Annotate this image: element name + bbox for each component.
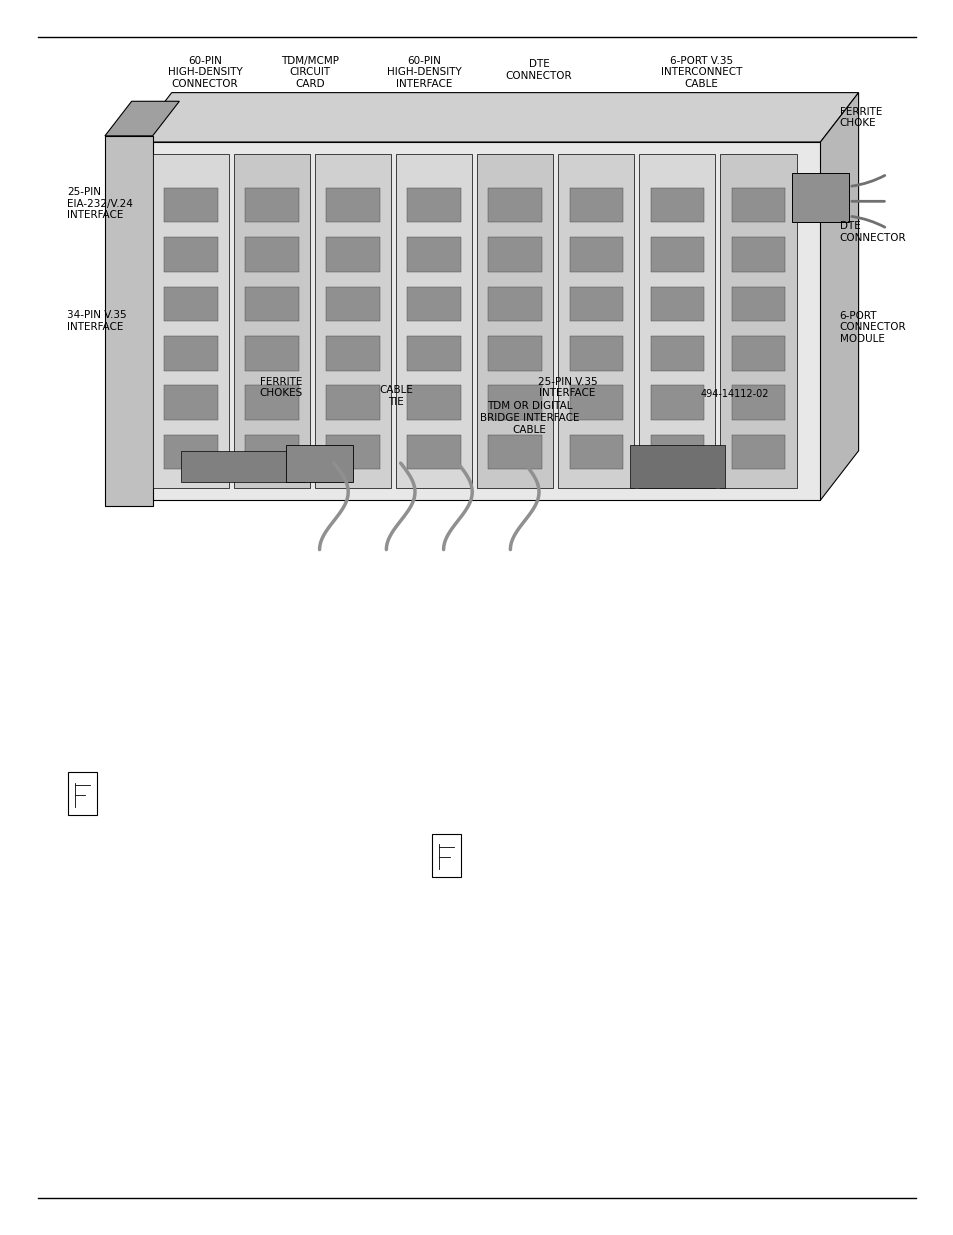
Polygon shape	[488, 237, 541, 272]
Polygon shape	[650, 237, 703, 272]
Polygon shape	[245, 188, 298, 222]
Polygon shape	[569, 385, 622, 420]
Polygon shape	[629, 445, 724, 488]
Polygon shape	[731, 385, 784, 420]
Polygon shape	[488, 435, 541, 469]
Text: FERRITE
CHOKES: FERRITE CHOKES	[259, 377, 303, 398]
Polygon shape	[720, 154, 796, 488]
FancyBboxPatch shape	[432, 834, 460, 877]
Polygon shape	[326, 435, 379, 469]
Polygon shape	[164, 385, 217, 420]
Polygon shape	[326, 336, 379, 370]
Polygon shape	[326, 385, 379, 420]
Polygon shape	[407, 287, 460, 321]
Text: TDM/MCMP
CIRCUIT
CARD: TDM/MCMP CIRCUIT CARD	[281, 56, 338, 89]
Polygon shape	[133, 93, 858, 142]
Polygon shape	[650, 188, 703, 222]
Polygon shape	[731, 435, 784, 469]
FancyBboxPatch shape	[68, 772, 96, 815]
Polygon shape	[488, 336, 541, 370]
Polygon shape	[245, 237, 298, 272]
Polygon shape	[133, 142, 820, 500]
Polygon shape	[569, 287, 622, 321]
Text: 6-PORT V.35
INTERCONNECT
CABLE: 6-PORT V.35 INTERCONNECT CABLE	[659, 56, 741, 89]
Polygon shape	[650, 336, 703, 370]
Polygon shape	[488, 188, 541, 222]
Polygon shape	[286, 445, 353, 482]
Polygon shape	[650, 287, 703, 321]
Polygon shape	[326, 188, 379, 222]
Polygon shape	[731, 287, 784, 321]
Text: DTE
CONNECTOR: DTE CONNECTOR	[505, 59, 572, 80]
Polygon shape	[164, 237, 217, 272]
Polygon shape	[820, 93, 858, 500]
Polygon shape	[407, 188, 460, 222]
Polygon shape	[407, 336, 460, 370]
Polygon shape	[731, 237, 784, 272]
Polygon shape	[476, 154, 553, 488]
Polygon shape	[407, 385, 460, 420]
Polygon shape	[407, 435, 460, 469]
Polygon shape	[164, 287, 217, 321]
Polygon shape	[314, 154, 391, 488]
Text: 25-PIN
EIA-232/V.24
INTERFACE: 25-PIN EIA-232/V.24 INTERFACE	[67, 188, 132, 220]
Polygon shape	[245, 287, 298, 321]
Polygon shape	[488, 287, 541, 321]
Text: 34-PIN V.35
INTERFACE: 34-PIN V.35 INTERFACE	[67, 310, 127, 332]
Polygon shape	[395, 154, 472, 488]
Text: CABLE
TIE: CABLE TIE	[378, 385, 413, 406]
Polygon shape	[233, 154, 310, 488]
Text: 25-PIN V.35
INTERFACE: 25-PIN V.35 INTERFACE	[537, 377, 597, 398]
Polygon shape	[731, 336, 784, 370]
Polygon shape	[569, 237, 622, 272]
Polygon shape	[164, 435, 217, 469]
Polygon shape	[105, 101, 179, 136]
Polygon shape	[105, 136, 152, 506]
Text: TDM OR DIGITAL
BRIDGE INTERFACE
CABLE: TDM OR DIGITAL BRIDGE INTERFACE CABLE	[479, 401, 578, 435]
Polygon shape	[164, 336, 217, 370]
Polygon shape	[791, 173, 848, 222]
Polygon shape	[326, 287, 379, 321]
Polygon shape	[245, 336, 298, 370]
Text: FERRITE
CHOKE: FERRITE CHOKE	[839, 106, 881, 128]
Polygon shape	[164, 188, 217, 222]
Text: 60-PIN
HIGH-DENSITY
CONNECTOR: 60-PIN HIGH-DENSITY CONNECTOR	[168, 56, 242, 89]
Text: 60-PIN
HIGH-DENSITY
INTERFACE: 60-PIN HIGH-DENSITY INTERFACE	[387, 56, 461, 89]
Text: DTE
CONNECTOR: DTE CONNECTOR	[839, 221, 905, 243]
Text: 6-PORT
CONNECTOR
MODULE: 6-PORT CONNECTOR MODULE	[839, 311, 905, 343]
Polygon shape	[569, 336, 622, 370]
Polygon shape	[181, 451, 305, 482]
Polygon shape	[558, 154, 634, 488]
Polygon shape	[407, 237, 460, 272]
Polygon shape	[245, 435, 298, 469]
Polygon shape	[245, 385, 298, 420]
Polygon shape	[650, 385, 703, 420]
Text: 494-14112-02: 494-14112-02	[700, 389, 768, 399]
Polygon shape	[488, 385, 541, 420]
Polygon shape	[152, 154, 229, 488]
Polygon shape	[731, 188, 784, 222]
Polygon shape	[639, 154, 715, 488]
Polygon shape	[569, 435, 622, 469]
Polygon shape	[326, 237, 379, 272]
Polygon shape	[650, 435, 703, 469]
Polygon shape	[569, 188, 622, 222]
